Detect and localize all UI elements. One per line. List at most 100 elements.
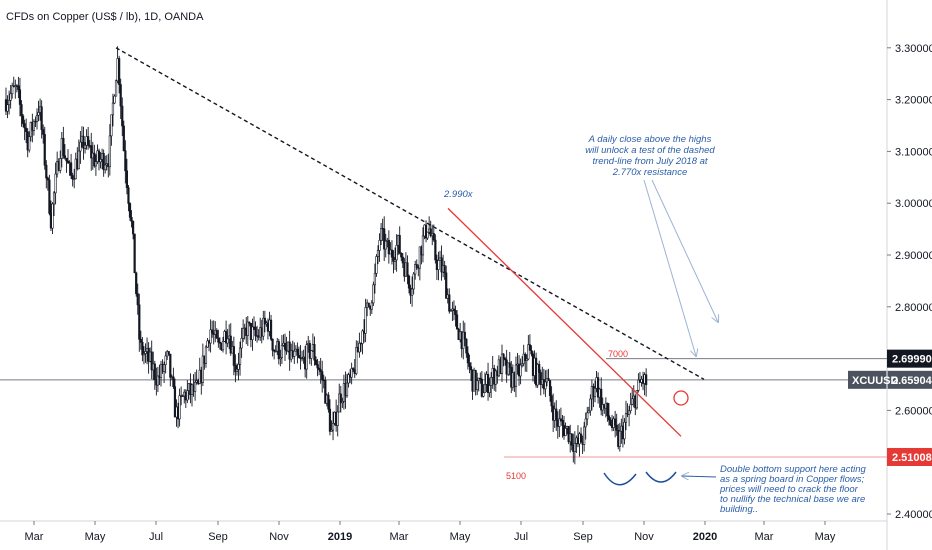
candle-body xyxy=(218,341,222,344)
support-level-label: 2.51008 xyxy=(892,452,932,464)
candle-body xyxy=(164,355,167,365)
candle-body xyxy=(156,375,160,386)
current-price-badge xyxy=(848,370,932,389)
price-tick-label: 3.00000 xyxy=(895,198,932,210)
candle-body xyxy=(468,362,471,367)
candle-body xyxy=(51,203,54,229)
candle-body xyxy=(463,331,466,340)
candle-body xyxy=(113,95,116,104)
candle-body xyxy=(119,84,122,107)
candle-body xyxy=(384,240,387,250)
candle-body xyxy=(559,418,562,421)
candle-body xyxy=(280,344,284,358)
candle-body xyxy=(584,418,587,428)
candle-body xyxy=(400,252,403,258)
time-tick-label: Sep xyxy=(208,531,228,543)
candle-body xyxy=(70,162,73,176)
annotation-resistance-line: trend-line from July 2018 at xyxy=(592,156,707,167)
candle-body xyxy=(251,326,254,340)
candle-body xyxy=(514,364,518,387)
candle-body xyxy=(474,369,477,391)
candle-body xyxy=(209,329,212,344)
candle-body xyxy=(483,384,487,394)
candle-body xyxy=(324,379,327,404)
candle-body xyxy=(393,259,397,262)
candle-body xyxy=(609,419,612,426)
candle-body xyxy=(328,408,332,432)
candle-body xyxy=(11,85,14,95)
candle-body xyxy=(370,302,373,310)
candle-body xyxy=(607,415,611,421)
candle-body xyxy=(167,351,170,355)
candle-body xyxy=(375,256,378,274)
candle-body xyxy=(293,350,296,357)
annotation-double-bottom-line: as a spring board in Copper flows; xyxy=(720,474,865,485)
candle-body xyxy=(150,351,153,371)
peak-label: 2.990x xyxy=(443,189,474,200)
candle-body xyxy=(586,412,589,420)
annotation-resistance-line: A daily close above the highs xyxy=(588,134,712,145)
candle-body xyxy=(263,317,266,325)
candle-body xyxy=(587,410,590,414)
candle-body xyxy=(262,317,265,337)
candle-body xyxy=(414,264,417,275)
candle-body xyxy=(153,363,156,380)
price-tick-label: 2.40000 xyxy=(895,509,932,521)
candle-body xyxy=(570,433,573,446)
candle-body xyxy=(283,342,287,350)
candle-body xyxy=(449,310,452,312)
candle-body xyxy=(277,341,280,360)
time-axis[interactable]: Mar May Jul Sep Nov 2019 Mar May Jul Sep Nov 2020 Ma… xyxy=(25,521,836,543)
candle-body xyxy=(379,228,383,241)
candle-body xyxy=(635,390,638,409)
candle-body xyxy=(211,329,214,334)
annotation-double-bottom-line: prices will need to crack the floor xyxy=(719,484,859,495)
candle-body xyxy=(296,348,299,356)
candle-body xyxy=(345,382,349,397)
candle-body xyxy=(352,368,355,371)
candle-body xyxy=(93,152,96,167)
price-axis[interactable]: 2.400002.500002.600002.700002.800002.900… xyxy=(887,0,932,521)
candle-body xyxy=(528,344,531,351)
time-tick-label: May xyxy=(450,531,471,543)
candle-body xyxy=(178,395,181,420)
candle-body xyxy=(527,344,530,360)
candle-body xyxy=(538,364,541,373)
candle-body xyxy=(21,115,25,124)
candle-body xyxy=(530,350,533,355)
annotation-resistance-line: will unlock a test of the dashed xyxy=(585,145,715,156)
candle-body xyxy=(401,256,404,264)
candle-body xyxy=(519,364,522,377)
double-bottom-arc-right xyxy=(645,471,677,483)
candle-body xyxy=(421,235,425,256)
candle-body xyxy=(364,307,367,334)
candle-body xyxy=(317,367,321,370)
candle-body xyxy=(139,338,142,343)
candle-body xyxy=(454,310,457,316)
candle-body xyxy=(142,353,146,356)
candle-body xyxy=(305,344,308,370)
candle-body xyxy=(536,364,539,386)
candle-body xyxy=(17,85,20,91)
time-tick-label: May xyxy=(85,531,106,543)
candle-body xyxy=(20,104,23,117)
candle-body xyxy=(555,408,558,421)
candle-body xyxy=(627,410,631,415)
candle-body xyxy=(125,170,128,188)
candle-body xyxy=(237,364,240,370)
candle-body xyxy=(524,353,527,361)
time-tick-label: 2019 xyxy=(328,531,352,543)
candle-body xyxy=(63,155,66,159)
candle-body xyxy=(372,284,375,304)
candle-body xyxy=(521,363,524,366)
arrow-to-trendline xyxy=(651,179,718,322)
candle-body xyxy=(490,377,493,386)
candle-body xyxy=(121,105,124,127)
candle-body xyxy=(173,386,177,418)
candle-body xyxy=(589,398,592,412)
candle-body xyxy=(615,424,618,431)
annotation-double-bottom-line: to nullify the technical base we are xyxy=(720,494,865,505)
candle-body xyxy=(310,350,313,359)
candle-body xyxy=(225,331,228,344)
